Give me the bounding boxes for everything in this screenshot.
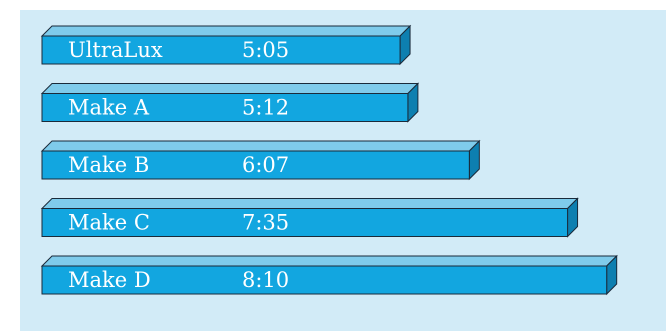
bar-value-label: 5:12	[242, 96, 289, 120]
bar-top-face	[40, 83, 420, 94]
bar-value-label: 5:05	[242, 38, 289, 62]
bar-category-label: Make D	[68, 268, 151, 292]
bar-make-d: Make D 8:10	[40, 254, 618, 296]
bar-value-label: 7:35	[242, 211, 289, 235]
bar-front-face	[41, 93, 409, 122]
bar-front-face	[41, 208, 569, 237]
bar-make-b: Make B 6:07	[40, 139, 481, 181]
bar-front-face	[41, 150, 470, 180]
bar-top-face	[40, 140, 481, 152]
bar-value-label: 6:07	[242, 153, 289, 177]
bar-top-face	[40, 255, 618, 267]
bar-category-label: Make A	[68, 96, 150, 120]
bar-front-face	[41, 265, 608, 295]
bar-ultralux: UltraLux 5:05	[40, 24, 412, 66]
bar-category-label: Make C	[68, 211, 150, 235]
bar-category-label: UltraLux	[68, 38, 163, 62]
bar-front-face	[41, 35, 401, 65]
bar-top-face	[40, 198, 579, 209]
bar-category-label: Make B	[68, 153, 149, 177]
bar-make-c: Make C 7:35	[40, 197, 579, 238]
bar-value-label: 8:10	[242, 268, 289, 292]
bar-top-face	[40, 25, 412, 37]
bar-make-a: Make A 5:12	[40, 82, 420, 123]
